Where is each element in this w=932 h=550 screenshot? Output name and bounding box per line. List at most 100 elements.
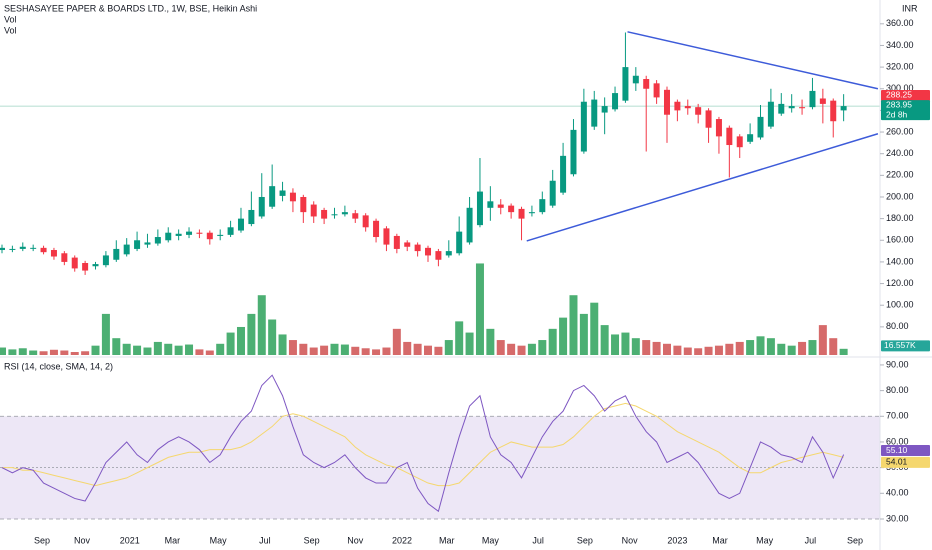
volume-bar bbox=[330, 343, 339, 355]
candle-body bbox=[643, 79, 650, 89]
volume-bar bbox=[392, 328, 401, 355]
y-tick-label: 240.00 bbox=[886, 148, 914, 158]
candle-body bbox=[186, 231, 193, 235]
candle-body bbox=[560, 155, 567, 193]
y-tick-label: 340.00 bbox=[886, 40, 914, 50]
y-tick-label: 80.00 bbox=[886, 321, 909, 331]
candle-body bbox=[50, 250, 57, 257]
rsi-marker bbox=[881, 445, 930, 457]
volume-bar bbox=[714, 345, 723, 355]
candle-body bbox=[747, 134, 754, 142]
candle-body bbox=[705, 110, 712, 128]
volume-bar bbox=[746, 340, 755, 355]
volume-bar bbox=[403, 341, 412, 355]
candle-body bbox=[279, 190, 286, 196]
volume-bar bbox=[798, 341, 807, 355]
candle-body bbox=[799, 107, 806, 109]
volume-bar bbox=[559, 317, 568, 355]
rsi-y-tick-label: 60.00 bbox=[886, 436, 909, 446]
x-tick-label: Sep bbox=[577, 535, 593, 545]
x-tick-label: Jul bbox=[532, 535, 544, 545]
candle-body bbox=[612, 93, 619, 110]
volume-bar bbox=[195, 349, 204, 355]
x-tick-label: Mar bbox=[165, 535, 181, 545]
rsi-marker-label: 54.01 bbox=[886, 457, 908, 467]
y-tick-label: 100.00 bbox=[886, 300, 914, 310]
volume-bar bbox=[122, 343, 131, 355]
candle-body bbox=[269, 186, 276, 207]
trendline bbox=[526, 133, 879, 242]
volume-bar bbox=[247, 313, 256, 355]
volume-bar bbox=[29, 350, 38, 355]
volume-bar bbox=[81, 351, 90, 355]
candle-body bbox=[40, 247, 47, 253]
candle-body bbox=[373, 220, 380, 238]
x-tick-label: May bbox=[482, 535, 500, 545]
volume-bar bbox=[0, 347, 6, 355]
volume-bar bbox=[662, 343, 671, 355]
candle-body bbox=[82, 263, 89, 271]
candle-body bbox=[695, 107, 702, 115]
candle-body bbox=[123, 244, 130, 255]
volume-bar bbox=[829, 338, 838, 355]
volume-bar bbox=[611, 334, 620, 355]
volume-bar bbox=[309, 347, 318, 355]
volume-bar bbox=[818, 325, 827, 355]
volume-bar bbox=[351, 346, 360, 355]
x-tick-label: 2023 bbox=[667, 535, 687, 545]
y-tick-label: 200.00 bbox=[886, 191, 914, 201]
volume-bar bbox=[434, 346, 443, 355]
candle-body bbox=[258, 196, 265, 217]
volume-bar bbox=[18, 348, 27, 355]
volume-bar bbox=[787, 345, 796, 355]
rsi-y-tick-label: 30.00 bbox=[886, 513, 909, 523]
x-tick-label: Sep bbox=[847, 535, 863, 545]
candle-body bbox=[341, 212, 348, 215]
candle-body bbox=[726, 127, 733, 146]
volume-bar bbox=[756, 336, 765, 355]
rsi-line bbox=[2, 402, 844, 487]
candle-body bbox=[476, 191, 483, 226]
volume-bar bbox=[766, 338, 775, 355]
candle-body bbox=[622, 67, 629, 101]
volume-bar bbox=[70, 352, 79, 355]
volume-bar bbox=[8, 349, 17, 355]
price-marker bbox=[881, 89, 930, 101]
candle-body bbox=[165, 232, 172, 241]
volume-bar bbox=[590, 302, 599, 355]
candle-body bbox=[227, 227, 234, 235]
rsi-marker bbox=[881, 456, 930, 468]
candle-body bbox=[757, 116, 764, 138]
candle-body bbox=[580, 101, 587, 152]
candle-body bbox=[300, 196, 307, 213]
candle-body bbox=[237, 218, 244, 231]
candle-body bbox=[456, 231, 463, 254]
y-tick-label: 160.00 bbox=[886, 235, 914, 245]
candle-body bbox=[144, 242, 151, 245]
volume-bar bbox=[143, 347, 152, 355]
price-marker bbox=[881, 100, 930, 121]
candle-body bbox=[466, 207, 473, 243]
rsi-line bbox=[1, 374, 845, 513]
candle-body bbox=[206, 232, 213, 240]
candle-body bbox=[331, 214, 338, 216]
candle-body bbox=[404, 242, 411, 247]
candle-body bbox=[362, 215, 369, 228]
volume-bar bbox=[735, 341, 744, 355]
currency: INR bbox=[902, 3, 918, 13]
rsi-y-tick-label: 70.00 bbox=[886, 411, 909, 421]
rsi-y-tick-label: 80.00 bbox=[886, 385, 909, 395]
candle-body bbox=[92, 264, 99, 267]
volume-bar bbox=[621, 332, 630, 355]
volume-bar bbox=[517, 345, 526, 355]
candle-body bbox=[9, 248, 16, 250]
x-tick-label: Jul bbox=[259, 535, 271, 545]
candle-body bbox=[30, 247, 37, 249]
volume-bar bbox=[569, 295, 578, 355]
volume-bar bbox=[673, 345, 682, 355]
volume-bar bbox=[725, 343, 734, 355]
candle-body bbox=[248, 209, 255, 225]
rsi-y-tick-label: 40.00 bbox=[886, 488, 909, 498]
volume-bar bbox=[372, 349, 381, 355]
candle-body bbox=[632, 75, 639, 84]
